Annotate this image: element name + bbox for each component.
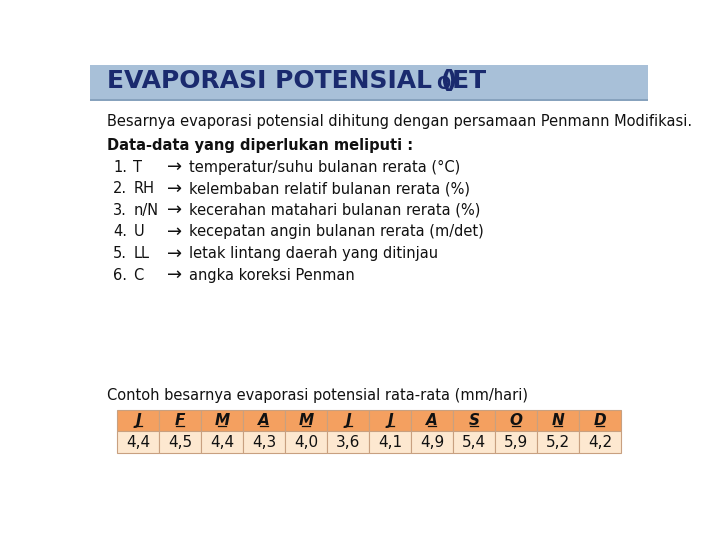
- FancyBboxPatch shape: [159, 410, 201, 431]
- FancyBboxPatch shape: [90, 63, 648, 99]
- Text: →: →: [168, 158, 183, 176]
- FancyBboxPatch shape: [579, 410, 621, 431]
- FancyBboxPatch shape: [453, 410, 495, 431]
- Text: T: T: [133, 160, 143, 175]
- FancyBboxPatch shape: [327, 410, 369, 431]
- FancyBboxPatch shape: [537, 431, 579, 453]
- Text: kelembaban relatif bulanan rerata (%): kelembaban relatif bulanan rerata (%): [189, 181, 470, 196]
- Text: ): ): [446, 69, 457, 93]
- Text: S: S: [469, 413, 480, 428]
- FancyBboxPatch shape: [579, 431, 621, 453]
- Text: O: O: [510, 413, 523, 428]
- FancyBboxPatch shape: [411, 431, 453, 453]
- Text: →: →: [168, 223, 183, 241]
- Text: →: →: [168, 266, 183, 284]
- FancyBboxPatch shape: [243, 431, 285, 453]
- FancyBboxPatch shape: [117, 410, 159, 431]
- FancyBboxPatch shape: [243, 410, 285, 431]
- Text: 4.: 4.: [113, 225, 127, 239]
- FancyBboxPatch shape: [369, 410, 411, 431]
- Text: J: J: [387, 413, 393, 428]
- Text: M: M: [215, 413, 230, 428]
- Text: n/N: n/N: [133, 203, 158, 218]
- FancyBboxPatch shape: [327, 431, 369, 453]
- FancyBboxPatch shape: [495, 410, 537, 431]
- FancyBboxPatch shape: [201, 431, 243, 453]
- Text: Contoh besarnya evaporasi potensial rata-rata (mm/hari): Contoh besarnya evaporasi potensial rata…: [107, 388, 528, 403]
- Text: 1.: 1.: [113, 160, 127, 175]
- Text: 4,9: 4,9: [420, 435, 444, 450]
- FancyBboxPatch shape: [201, 410, 243, 431]
- FancyBboxPatch shape: [495, 431, 537, 453]
- Text: temperatur/suhu bulanan rerata (°C): temperatur/suhu bulanan rerata (°C): [189, 160, 461, 175]
- Text: 3.: 3.: [113, 203, 127, 218]
- Text: 4,4: 4,4: [126, 435, 150, 450]
- Text: A: A: [426, 413, 438, 428]
- Text: 4,5: 4,5: [168, 435, 192, 450]
- Text: Data-data yang diperlukan meliputi :: Data-data yang diperlukan meliputi :: [107, 138, 413, 153]
- Text: F: F: [175, 413, 185, 428]
- Text: 5,4: 5,4: [462, 435, 486, 450]
- Text: M: M: [299, 413, 314, 428]
- Text: kecerahan matahari bulanan rerata (%): kecerahan matahari bulanan rerata (%): [189, 203, 480, 218]
- Text: →: →: [168, 180, 183, 198]
- Text: Besarnya evaporasi potensial dihitung dengan persamaan Penmann Modifikasi.: Besarnya evaporasi potensial dihitung de…: [107, 114, 692, 129]
- Text: 4,4: 4,4: [210, 435, 234, 450]
- FancyBboxPatch shape: [369, 431, 411, 453]
- Text: 5,2: 5,2: [546, 435, 570, 450]
- Text: 6.: 6.: [113, 267, 127, 282]
- Text: D: D: [593, 413, 606, 428]
- FancyBboxPatch shape: [411, 410, 453, 431]
- Text: A: A: [258, 413, 270, 428]
- Text: U: U: [133, 225, 144, 239]
- Text: 5,9: 5,9: [504, 435, 528, 450]
- Text: 4,1: 4,1: [378, 435, 402, 450]
- Text: RH: RH: [133, 181, 154, 196]
- Text: →: →: [168, 201, 183, 219]
- Text: EVAPORASI POTENSIAL (ET: EVAPORASI POTENSIAL (ET: [107, 69, 486, 93]
- Text: 5.: 5.: [113, 246, 127, 261]
- Text: →: →: [168, 245, 183, 262]
- Text: C: C: [133, 267, 144, 282]
- Text: kecepatan angin bulanan rerata (m/det): kecepatan angin bulanan rerata (m/det): [189, 225, 484, 239]
- FancyBboxPatch shape: [285, 410, 327, 431]
- Text: letak lintang daerah yang ditinjau: letak lintang daerah yang ditinjau: [189, 246, 438, 261]
- Text: O: O: [436, 75, 451, 93]
- Text: 4,0: 4,0: [294, 435, 318, 450]
- Text: 4,2: 4,2: [588, 435, 612, 450]
- FancyBboxPatch shape: [537, 410, 579, 431]
- Text: J: J: [345, 413, 351, 428]
- FancyBboxPatch shape: [159, 431, 201, 453]
- Text: 2.: 2.: [113, 181, 127, 196]
- Text: 3,6: 3,6: [336, 435, 360, 450]
- Text: J: J: [135, 413, 141, 428]
- Text: angka koreksi Penman: angka koreksi Penman: [189, 267, 355, 282]
- FancyBboxPatch shape: [117, 431, 159, 453]
- Text: N: N: [552, 413, 564, 428]
- FancyBboxPatch shape: [453, 431, 495, 453]
- Text: 4,3: 4,3: [252, 435, 276, 450]
- FancyBboxPatch shape: [285, 431, 327, 453]
- Text: LL: LL: [133, 246, 150, 261]
